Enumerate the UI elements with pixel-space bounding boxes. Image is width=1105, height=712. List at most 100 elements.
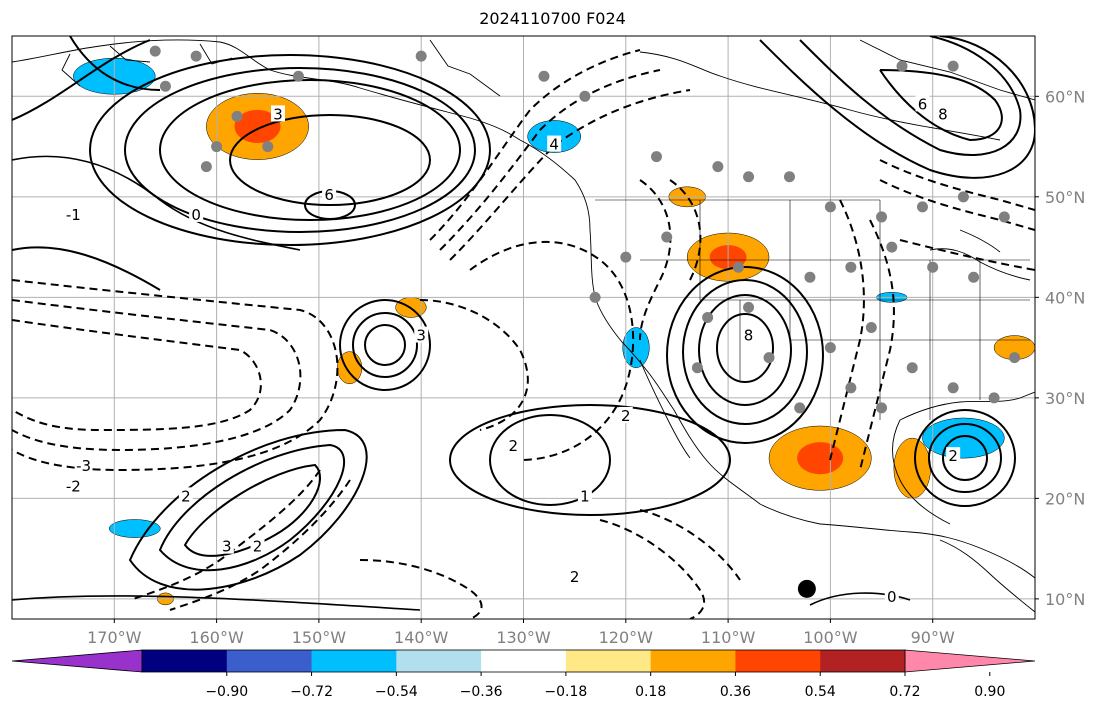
colorbar-segment bbox=[820, 650, 906, 672]
contour-label-bg bbox=[76, 457, 91, 474]
coastline-canada bbox=[429, 39, 1035, 231]
contour-label: 0 bbox=[887, 588, 897, 606]
colorbar-tick-label: 0.54 bbox=[805, 684, 836, 700]
station-dot bbox=[159, 80, 171, 92]
strong-positive-anomaly bbox=[797, 442, 844, 475]
colorbar-tick-label: −0.72 bbox=[290, 684, 333, 700]
contour-zero-line bbox=[12, 155, 911, 611]
contour-lines bbox=[12, 36, 1035, 619]
lon-tick-label: 110°W bbox=[701, 628, 756, 647]
station-dot bbox=[661, 231, 673, 243]
coastline-baja bbox=[639, 359, 691, 459]
longitude-axis: 170°W 160°W 150°W 140°W 130°W 120°W 110°W 100°W… bbox=[87, 619, 955, 647]
contour-label-bg bbox=[189, 205, 204, 222]
contour-label: 2 bbox=[253, 538, 263, 556]
station-dots bbox=[149, 45, 1021, 598]
positive-anomaly bbox=[893, 437, 931, 499]
colorbar-tick-label: −0.18 bbox=[544, 684, 587, 700]
contour-negative bbox=[12, 319, 262, 432]
station-dot bbox=[988, 392, 1000, 404]
contour-high-tropical bbox=[489, 414, 611, 506]
contour-label-bg bbox=[547, 135, 562, 152]
latitude-axis: 60°N 50°N 40°N 30°N 20°N 10°N bbox=[1035, 87, 1085, 609]
coastline-centralamerica bbox=[939, 539, 1035, 613]
colorbar-segment bbox=[481, 650, 567, 672]
station-dot bbox=[947, 382, 959, 394]
contour-high-tropical bbox=[449, 404, 731, 516]
station-dot bbox=[589, 291, 601, 303]
contour-label: 2 bbox=[570, 568, 580, 586]
station-dot bbox=[865, 322, 877, 333]
contour-negative bbox=[879, 159, 1035, 271]
station-dot bbox=[702, 311, 714, 323]
graticule bbox=[12, 36, 1035, 619]
colorbar-tick-label: −0.54 bbox=[375, 684, 418, 700]
colorbar-tick-label: −0.36 bbox=[460, 684, 503, 700]
station-dot bbox=[415, 50, 427, 62]
colorbar-tick-label: 0.90 bbox=[974, 684, 1005, 700]
station-dot bbox=[231, 110, 243, 122]
coastline-gulf bbox=[819, 391, 1035, 579]
station-dot bbox=[149, 45, 161, 57]
contour-high-gulf bbox=[928, 423, 1002, 493]
contour-label: 1 bbox=[580, 487, 590, 505]
contour-high-alaska bbox=[159, 79, 461, 221]
colorbar-tick-label: 0.36 bbox=[720, 684, 751, 700]
contour-label: 6 bbox=[324, 186, 334, 204]
station-dot bbox=[927, 261, 939, 273]
contour-label: 0 bbox=[191, 206, 201, 224]
contour-label: 3 bbox=[222, 538, 232, 556]
station-dot bbox=[538, 70, 550, 82]
station-dot bbox=[916, 201, 928, 213]
contour-label-bg bbox=[270, 105, 285, 122]
contour-label: 2 bbox=[508, 437, 518, 455]
station-dot bbox=[876, 211, 888, 223]
colorbar-outline bbox=[141, 649, 906, 673]
contour-label: -2 bbox=[66, 477, 81, 495]
station-dot bbox=[896, 60, 908, 72]
station-dot bbox=[743, 301, 755, 313]
colorbar-segment bbox=[396, 650, 482, 672]
station-dot bbox=[876, 402, 888, 414]
contour-jet-positive bbox=[12, 36, 161, 291]
lon-tick-label: 90°W bbox=[911, 628, 955, 647]
contour-label: 3 bbox=[416, 327, 426, 345]
station-dot bbox=[743, 171, 755, 183]
station-dot bbox=[712, 161, 724, 173]
station-dot bbox=[579, 90, 591, 102]
colorbar-segment bbox=[565, 650, 652, 672]
station-dot bbox=[1009, 352, 1021, 364]
contour-negative bbox=[469, 240, 635, 461]
contour-negative bbox=[359, 559, 483, 619]
station-dot bbox=[200, 161, 212, 173]
contour-negative bbox=[419, 299, 529, 431]
station-dot bbox=[845, 261, 857, 273]
station-dot bbox=[794, 402, 806, 414]
station-dot bbox=[998, 211, 1010, 223]
station-dot bbox=[292, 70, 304, 82]
station-dot bbox=[620, 251, 632, 263]
contour-label-bg bbox=[66, 477, 81, 494]
contour-high-gulf bbox=[914, 409, 1016, 507]
contour-label-bg bbox=[884, 587, 899, 604]
contour-label: -3 bbox=[76, 457, 91, 475]
contour-high-southwest bbox=[698, 294, 792, 406]
contour-label: 6 bbox=[918, 95, 928, 113]
contour-label: 8 bbox=[938, 105, 948, 123]
station-dot bbox=[824, 201, 836, 213]
lon-tick-label: 130°W bbox=[496, 628, 551, 647]
station-dot bbox=[886, 241, 898, 253]
lat-tick-label: 20°N bbox=[1045, 489, 1085, 508]
station-dot bbox=[190, 50, 202, 62]
contour-label: 4 bbox=[549, 136, 559, 154]
contour-high-alaska bbox=[229, 114, 431, 206]
station-dot bbox=[732, 261, 744, 273]
station-dot bbox=[845, 382, 857, 394]
contour-label-bg bbox=[66, 205, 81, 222]
contour-high-northeast bbox=[759, 36, 1035, 179]
station-dot bbox=[262, 141, 274, 153]
contour-high-northeast bbox=[799, 36, 1022, 156]
